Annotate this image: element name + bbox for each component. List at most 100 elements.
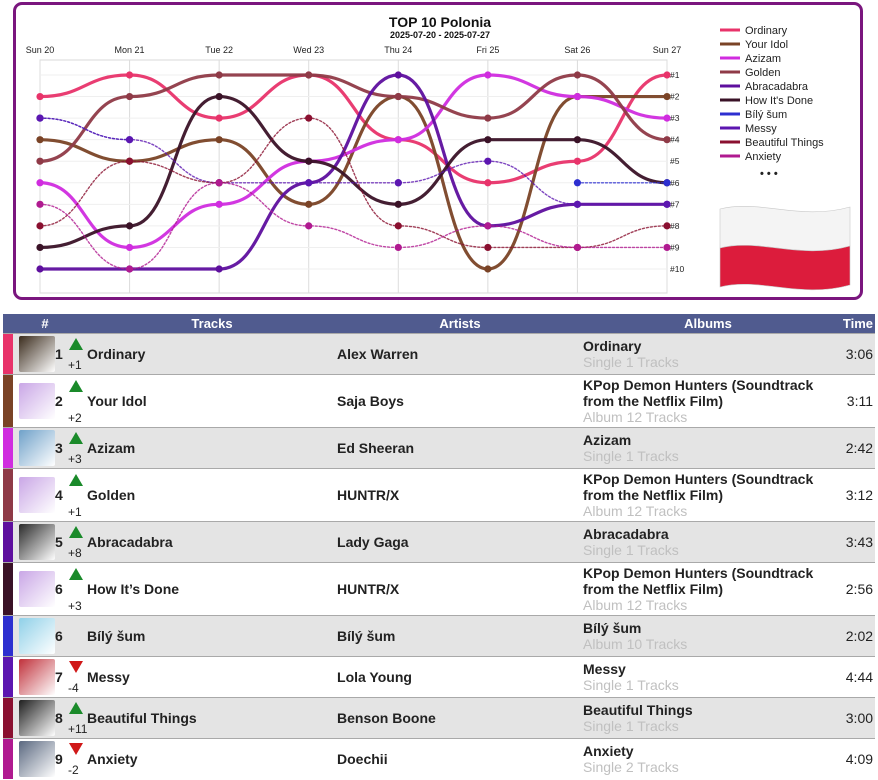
- data-point: [125, 92, 134, 101]
- album-meta: Single 1 Tracks: [583, 353, 679, 370]
- x-tick-label: Mon 21: [115, 45, 145, 55]
- table-row[interactable]: 2 +2 Your Idol Saja Boys KPop Demon Hunters …: [3, 373, 876, 427]
- album-cover-image[interactable]: [19, 382, 55, 419]
- artist-name[interactable]: Lola Young: [337, 655, 584, 697]
- artist-name[interactable]: Ed Sheeran: [337, 426, 584, 468]
- header-rank[interactable]: #: [3, 314, 88, 333]
- album-title[interactable]: Messy: [583, 660, 626, 677]
- legend-label: Bílý šum: [745, 109, 787, 121]
- album-cover-image[interactable]: [19, 570, 55, 607]
- rank-number: 6: [55, 627, 63, 644]
- table-row[interactable]: 4 +1 Golden HUNTR/X KPop Demon Hunters (Soun…: [3, 467, 876, 521]
- header-artists[interactable]: Artists: [337, 314, 584, 333]
- table-row[interactable]: 6 Bílý šum Bílý šum Bílý šum Album 10 Tracks…: [3, 614, 876, 656]
- table-row[interactable]: 7 -4 Messy Lola Young Messy Single 1 Tracks 4:…: [3, 655, 876, 697]
- track-duration: 3:00: [833, 696, 876, 738]
- track-name[interactable]: Abracadabra: [87, 520, 338, 562]
- album-meta: Single 1 Tracks: [583, 717, 679, 734]
- artist-name[interactable]: Doechii: [337, 737, 584, 779]
- album-cover-image[interactable]: [19, 699, 55, 736]
- album-title[interactable]: Ordinary: [583, 337, 642, 354]
- artist-name[interactable]: Saja Boys: [337, 373, 584, 427]
- flag-white-stripe: [719, 206, 851, 252]
- album-title[interactable]: Abracadabra: [583, 525, 669, 542]
- table-row[interactable]: 5 +8 Abracadabra Lady Gaga Abracadabra Single…: [3, 520, 876, 562]
- data-point: [394, 222, 402, 230]
- data-point: [484, 136, 492, 144]
- table-row[interactable]: 9 -2 Anxiety Doechii Anxiety Single 2 Tracks 4…: [3, 737, 876, 779]
- header-albums[interactable]: Albums: [583, 314, 834, 333]
- legend-label: Azizam: [745, 53, 781, 65]
- artist-name[interactable]: Bílý šum: [337, 614, 584, 656]
- track-duration: 3:12: [833, 467, 876, 521]
- table-row[interactable]: 1 +1 Ordinary Alex Warren Ordinary Single 1 T…: [3, 332, 876, 374]
- track-duration: 2:56: [833, 561, 876, 615]
- table-row[interactable]: 8 +11 Beautiful Things Benson Boone Beautifu…: [3, 696, 876, 738]
- track-name[interactable]: Bílý šum: [87, 614, 338, 656]
- artist-name[interactable]: Benson Boone: [337, 696, 584, 738]
- rank-number: 9: [55, 750, 63, 767]
- track-name[interactable]: Golden: [87, 467, 338, 521]
- legend-label: Anxiety: [745, 151, 782, 163]
- album-cover-image[interactable]: [19, 658, 55, 695]
- data-point: [394, 92, 402, 101]
- track-name[interactable]: Beautiful Things: [87, 696, 338, 738]
- data-point: [573, 92, 582, 101]
- series-color-swatch: [3, 737, 13, 779]
- artist-name[interactable]: Lady Gaga: [337, 520, 584, 562]
- rank-tick-label: #6: [670, 178, 680, 188]
- rank-change: +2: [68, 410, 82, 425]
- data-point: [36, 114, 44, 122]
- rank-up-icon: [69, 379, 83, 392]
- album-title[interactable]: Beautiful Things: [583, 701, 693, 718]
- rank-tick-label: #7: [670, 199, 680, 209]
- track-name[interactable]: Ordinary: [87, 332, 338, 374]
- series-color-swatch: [3, 467, 13, 521]
- data-point: [394, 71, 402, 79]
- album-title[interactable]: KPop Demon Hunters (Soundtrack from the …: [583, 376, 814, 409]
- track-name[interactable]: Messy: [87, 655, 338, 697]
- album-title[interactable]: KPop Demon Hunters (Soundtrack from the …: [583, 564, 814, 597]
- album-meta: Album 12 Tracks: [583, 408, 688, 425]
- cover-cell: [13, 655, 55, 697]
- x-tick-label: Fri 25: [476, 45, 499, 55]
- album-cover-image[interactable]: [19, 476, 55, 513]
- album-title[interactable]: Bílý šum: [583, 619, 642, 636]
- table-row[interactable]: 3 +3 Azizam Ed Sheeran Azizam Single 1 Tracks…: [3, 426, 876, 468]
- rank-up-icon: [69, 701, 83, 714]
- track-name[interactable]: How It’s Done: [87, 561, 338, 615]
- track-name[interactable]: Azizam: [87, 426, 338, 468]
- track-name[interactable]: Anxiety: [87, 737, 338, 779]
- series-color-swatch: [3, 696, 13, 738]
- track-name[interactable]: Your Idol: [87, 373, 338, 427]
- track-duration: 4:09: [833, 737, 876, 779]
- album-cover-image[interactable]: [19, 429, 55, 466]
- album-title[interactable]: Anxiety: [583, 742, 634, 759]
- rank-tick-label: #1: [670, 70, 680, 80]
- rank-down-icon: [69, 742, 83, 755]
- artist-name[interactable]: Alex Warren: [337, 332, 584, 374]
- album-title[interactable]: KPop Demon Hunters (Soundtrack from the …: [583, 470, 814, 503]
- data-point: [484, 243, 492, 252]
- series-line: [38, 73, 669, 271]
- data-point: [215, 200, 223, 208]
- data-point: [36, 157, 44, 165]
- data-point: [663, 222, 671, 230]
- album-title[interactable]: Azizam: [583, 431, 632, 448]
- album-cover-image[interactable]: [19, 335, 55, 372]
- album-cover-image[interactable]: [19, 617, 55, 654]
- data-point: [125, 157, 134, 165]
- album-cell: Beautiful Things Single 1 Tracks: [583, 696, 834, 738]
- artist-name[interactable]: HUNTR/X: [337, 561, 584, 615]
- album-cover-image[interactable]: [19, 523, 55, 560]
- table-row[interactable]: 6 +3 How It’s Done HUNTR/X KPop Demon Hunter…: [3, 561, 876, 615]
- album-cover-image[interactable]: [19, 740, 55, 777]
- rank-number: 3: [55, 439, 63, 456]
- data-point: [305, 222, 313, 230]
- header-tracks[interactable]: Tracks: [87, 314, 338, 333]
- header-time[interactable]: Time: [833, 314, 876, 333]
- data-point: [484, 265, 492, 273]
- rank-tick-label: #3: [670, 113, 680, 123]
- artist-name[interactable]: HUNTR/X: [337, 467, 584, 521]
- rank-tick-label: #2: [670, 92, 680, 102]
